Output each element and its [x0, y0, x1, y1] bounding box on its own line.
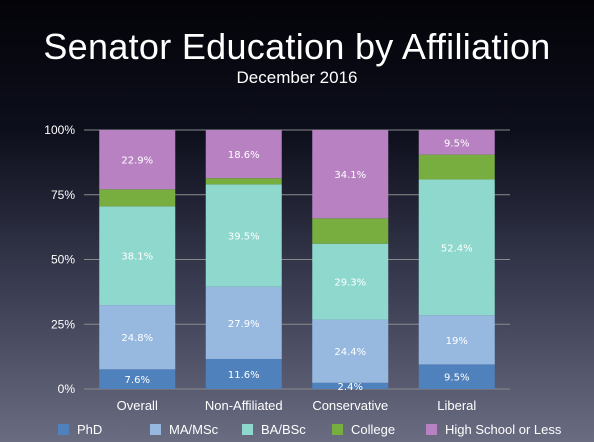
- data-label: 2.4%: [338, 382, 363, 393]
- data-label: 22.9%: [121, 156, 153, 167]
- legend-swatch: [426, 424, 437, 435]
- y-tick-label: 100%: [44, 123, 75, 137]
- bars: [99, 130, 495, 389]
- data-label: 34.1%: [334, 170, 366, 181]
- data-label: 9.5%: [444, 138, 469, 149]
- data-label: 18.6%: [228, 150, 260, 161]
- y-tick-label: 50%: [51, 253, 75, 267]
- legend-swatch: [332, 424, 343, 435]
- legend-swatch: [58, 424, 69, 435]
- x-tick-label: Non-Affiliated: [205, 398, 283, 413]
- data-label: 39.5%: [228, 232, 260, 243]
- bar-segment: [418, 130, 495, 155]
- legend-label: MA/MSc: [169, 422, 219, 437]
- legend: PhD MA/MSc BA/BSc College High School or Les…: [58, 422, 562, 437]
- data-label: 52.4%: [441, 243, 473, 254]
- x-tick-label: Liberal: [437, 398, 476, 413]
- bar-segment: [205, 358, 282, 389]
- bar-segment: [418, 154, 495, 180]
- bar-segment: [205, 130, 282, 179]
- bar-segment: [312, 218, 389, 244]
- bar-segment: [99, 189, 176, 207]
- legend-entry: MA/MSc: [150, 422, 219, 437]
- data-labels: 7.6% 24.8% 38.1% 22.9% 11.6% 27.9% 39.5% 18.6% 2…: [121, 138, 472, 393]
- data-label: 9.5%: [444, 373, 469, 384]
- bar-segment: [99, 206, 176, 306]
- data-label: 7.6%: [125, 375, 150, 386]
- legend-entry: High School or Less: [426, 422, 562, 437]
- bar-segment: [205, 286, 282, 359]
- legend-swatch: [150, 424, 161, 435]
- bar-segment: [205, 178, 282, 185]
- data-label: 29.3%: [334, 278, 366, 289]
- bar-segment: [99, 130, 176, 190]
- y-tick-label: 75%: [51, 188, 75, 202]
- bar-segment: [418, 179, 495, 316]
- x-tick-label: Overall: [117, 398, 158, 413]
- bar-segment: [205, 184, 282, 287]
- data-label: 19%: [446, 336, 468, 347]
- bar-segment: [99, 369, 176, 389]
- legend-label: PhD: [77, 422, 102, 437]
- data-label: 27.9%: [228, 319, 260, 330]
- data-label: 24.8%: [121, 333, 153, 344]
- bar-segment: [418, 315, 495, 365]
- legend-swatch: [242, 424, 253, 435]
- bar-segment: [312, 382, 389, 389]
- bar-segment: [99, 305, 176, 370]
- y-tick-label: 0%: [58, 382, 76, 396]
- x-tick-label: Conservative: [312, 398, 388, 413]
- legend-entry: PhD: [58, 422, 102, 437]
- legend-label: High School or Less: [445, 422, 562, 437]
- legend-label: College: [351, 422, 395, 437]
- bar-segment: [418, 364, 495, 389]
- data-label: 38.1%: [121, 252, 153, 263]
- data-label: 11.6%: [228, 370, 260, 381]
- legend-entry: BA/BSc: [242, 422, 306, 437]
- bar-segment: [312, 243, 389, 320]
- bar-segment: [312, 130, 389, 219]
- axes: 0% 25% 50% 75% 100% Overall Non-Affiliated Cons…: [44, 123, 476, 413]
- legend-entry: College: [332, 422, 395, 437]
- legend-label: BA/BSc: [261, 422, 306, 437]
- bar-segment: [312, 319, 389, 383]
- chart-title: Senator Education by Affiliation: [43, 26, 551, 67]
- chart-subtitle: December 2016: [236, 68, 358, 87]
- y-tick-label: 25%: [51, 317, 75, 331]
- data-label: 24.4%: [334, 347, 366, 358]
